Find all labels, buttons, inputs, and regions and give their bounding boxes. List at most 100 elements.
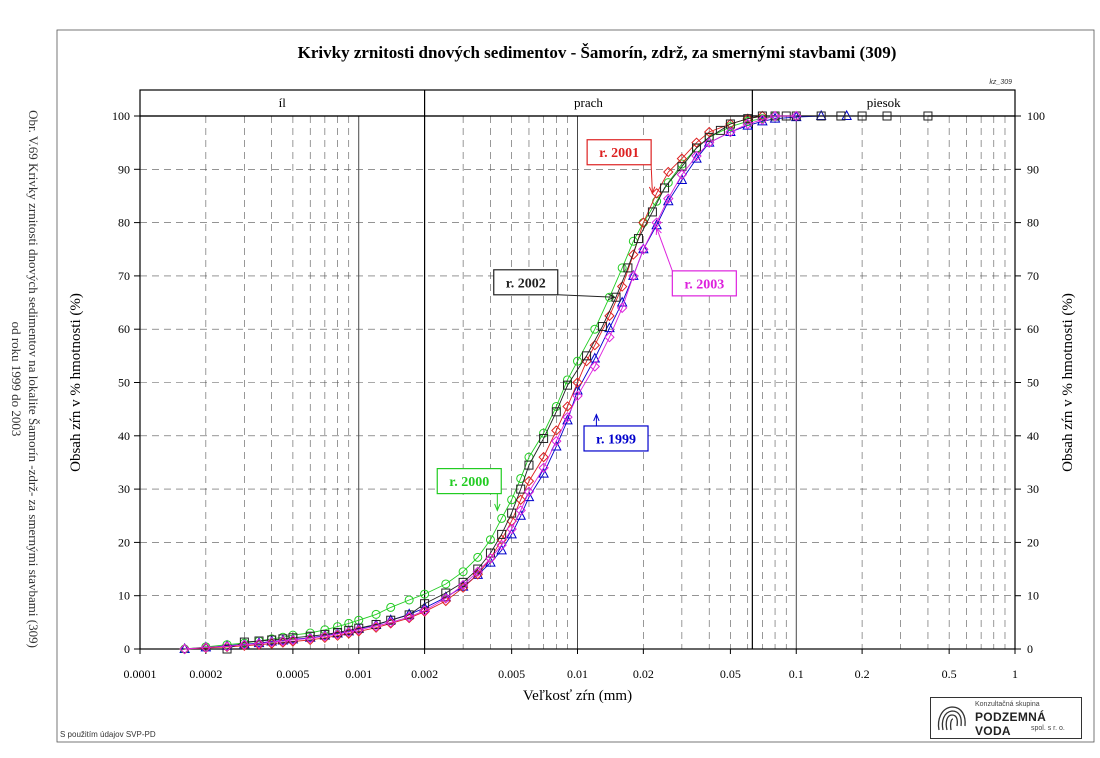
data-point [403, 611, 415, 623]
plot-area: íl prach piesok 0 0 10 10 20 20 30 30 40 40 50 50 60 60 7… [68, 89, 1076, 704]
series-r-2003 [179, 110, 802, 655]
data-point [277, 635, 289, 647]
chart-title: Krivky zrnitosti dnových sedimentov - Ša… [298, 43, 897, 62]
data-point [638, 217, 649, 228]
logo-line-2: PODZEMNÁ VODA [975, 710, 1047, 738]
data-point [539, 428, 549, 438]
data-point [703, 126, 715, 138]
y-tick-label-right: 0 [1027, 642, 1033, 656]
data-point [633, 234, 643, 244]
data-point [638, 243, 649, 254]
x-tick-label: 0.001 [345, 667, 372, 681]
data-point [562, 401, 573, 412]
y-axis-title-right: Obsah zŕn v % hmotnosti (%) [1060, 293, 1076, 472]
data-point [597, 322, 607, 332]
data-point [385, 617, 396, 628]
x-tick-label: 0.002 [411, 667, 438, 681]
series-line [226, 115, 928, 650]
series-label-box [583, 425, 649, 452]
data-point [572, 384, 583, 395]
x-tick-label: 0.0001 [124, 667, 157, 681]
data-point [743, 114, 753, 124]
y-tick-label-right: 40 [1027, 429, 1039, 443]
data-point [458, 577, 468, 587]
y-tick-label-right: 100 [1027, 109, 1045, 123]
data-point [617, 263, 627, 273]
data-point [651, 188, 662, 199]
data-point [647, 207, 657, 217]
data-point [485, 535, 495, 545]
y-tick-label-left: 100 [112, 109, 130, 123]
data-point [497, 513, 507, 523]
data-point [523, 475, 535, 487]
y-tick-label-right: 90 [1027, 162, 1039, 176]
y-tick-label-left: 70 [118, 269, 130, 283]
data-point [506, 528, 517, 539]
series-label-box [586, 139, 652, 166]
data-point [267, 635, 277, 645]
data-point [791, 110, 802, 122]
data-point [420, 599, 430, 609]
data-point [816, 111, 826, 121]
data-point [353, 626, 364, 637]
y-tick-label-right: 30 [1027, 482, 1039, 496]
data-point [628, 249, 639, 260]
data-point [371, 609, 381, 619]
data-point [524, 460, 534, 470]
data-point [253, 638, 265, 649]
x-tick-label: 0.005 [498, 667, 525, 681]
data-point [663, 166, 674, 178]
data-point [703, 137, 715, 148]
footnote: S použitím údajov SVP-PD [60, 730, 156, 739]
data-point [288, 633, 298, 643]
series-label: r. 2000 [449, 475, 489, 490]
series-label-box [436, 468, 502, 495]
data-point [419, 605, 430, 616]
data-point [628, 269, 639, 280]
data-point [305, 631, 315, 641]
data-point [333, 627, 343, 637]
data-point [562, 380, 572, 390]
data-point [660, 183, 670, 193]
x-tick-label: 0.0005 [276, 667, 309, 681]
data-point [404, 595, 414, 605]
data-point [551, 435, 562, 447]
data-point [332, 628, 343, 640]
data-point [305, 633, 316, 644]
data-point [496, 539, 507, 551]
data-point [923, 111, 933, 121]
data-point [715, 125, 725, 135]
data-point [485, 553, 496, 564]
data-point [507, 508, 517, 518]
data-point [506, 523, 517, 535]
label-arrow [656, 227, 673, 272]
data-point [857, 111, 867, 121]
data-point [616, 302, 628, 314]
data-point [497, 529, 507, 539]
data-point [538, 451, 549, 463]
data-point [562, 411, 573, 423]
chart-code: kz_309 [989, 79, 1012, 86]
x-tick-label: 0.5 [942, 667, 957, 681]
data-point [354, 623, 364, 633]
data-point [604, 331, 615, 343]
series-label: r. 2001 [599, 146, 639, 161]
x-tick-label: 0.1 [789, 667, 804, 681]
data-point [676, 169, 688, 180]
data-point [523, 486, 535, 497]
series-r-1999 [179, 109, 852, 653]
data-point [353, 624, 364, 636]
data-point [440, 593, 452, 604]
data-point [419, 606, 430, 617]
data-point [278, 634, 288, 644]
data-point [370, 620, 382, 632]
data-point [725, 126, 736, 138]
y-tick-label-left: 0 [124, 642, 130, 656]
data-point [572, 377, 583, 388]
data-point [320, 630, 330, 640]
data-point [691, 137, 702, 148]
logo-line-1: Konzultačná skupina [975, 701, 1040, 708]
outer-border [56, 29, 1095, 743]
x-tick-label: 0.01 [567, 667, 588, 681]
